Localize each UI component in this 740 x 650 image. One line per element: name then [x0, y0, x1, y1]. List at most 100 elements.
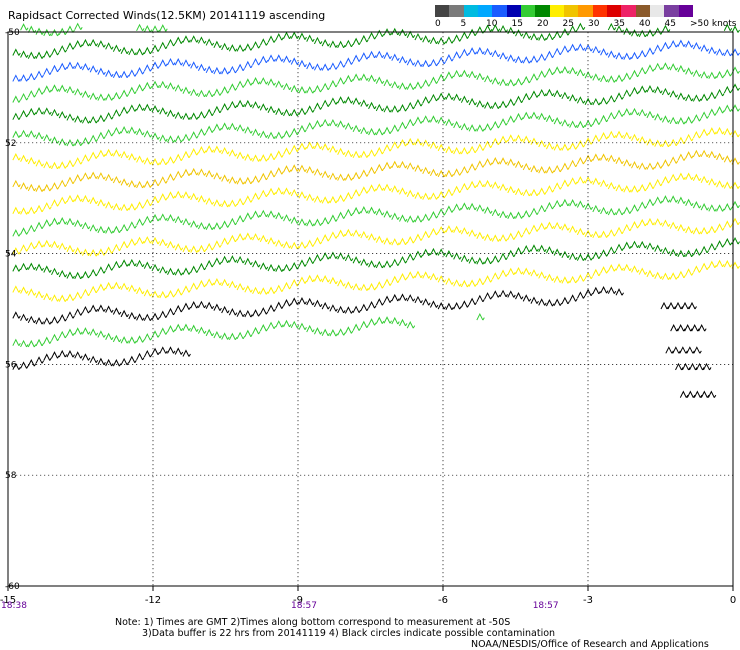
wind-barb [306, 141, 315, 149]
wind-barb [190, 88, 199, 96]
wind-barb [654, 44, 663, 52]
wind-barb [20, 129, 29, 138]
wind-barb [460, 95, 470, 103]
wind-barb [128, 180, 137, 188]
wind-barb [66, 138, 75, 147]
wind-barb [584, 97, 594, 106]
wind-barb [20, 286, 29, 294]
wind-barb [631, 69, 640, 78]
wind-barb [352, 188, 362, 197]
wind-barb [43, 67, 52, 75]
wind-barb [607, 111, 617, 120]
wind-barb [112, 260, 122, 269]
wind-barb [97, 149, 106, 157]
wind-barb [112, 358, 122, 367]
wind-barb [368, 32, 377, 40]
wind-barb [12, 74, 21, 82]
wind-barb [422, 115, 431, 123]
wind-barb [391, 185, 400, 193]
wind-barb [136, 201, 145, 209]
wind-barb [422, 139, 431, 147]
wind-barb [12, 130, 21, 138]
wind-barb [437, 208, 447, 216]
wind-barb [20, 50, 29, 58]
wind-barb [12, 338, 21, 346]
wind-barb [391, 316, 400, 325]
wind-barb [136, 155, 145, 163]
wind-barb [58, 84, 68, 92]
wind-barb [638, 136, 648, 144]
wind-barb [143, 288, 153, 297]
wind-barb [221, 220, 230, 228]
time-label: 18:57 [533, 601, 559, 611]
wind-barb [167, 82, 176, 90]
wind-barb [646, 217, 655, 226]
wind-barb [638, 267, 648, 275]
wind-barb [360, 150, 369, 158]
wind-barb [522, 209, 532, 218]
wind-barb [112, 109, 122, 117]
wind-barb [205, 89, 215, 98]
wind-barb [306, 122, 315, 130]
wind-barb [313, 63, 323, 71]
wind-barb [143, 333, 153, 341]
wind-barb [51, 217, 60, 225]
wind-barb [205, 197, 215, 205]
wind-barb [151, 132, 160, 140]
wind-barb [259, 77, 269, 85]
wind-barb [252, 326, 261, 335]
wind-barb [476, 124, 485, 132]
wind-barb [159, 59, 168, 67]
wind-barb [174, 153, 184, 162]
wind-barb [275, 186, 284, 195]
wind-barb [337, 147, 346, 156]
wind-barb [368, 184, 377, 192]
wind-barb [684, 324, 693, 332]
wind-barb [360, 99, 369, 107]
wind-barb [213, 199, 222, 207]
wind-barb [120, 89, 130, 97]
wind-barb [399, 214, 408, 222]
wind-barb [561, 198, 570, 207]
wind-barb [522, 135, 532, 143]
wind-barb [646, 269, 655, 278]
wind-barb [306, 274, 315, 283]
wind-barb [159, 193, 168, 201]
wind-barb [530, 296, 539, 304]
wind-barb [89, 196, 99, 204]
wind-barb [360, 186, 369, 194]
wind-barb [58, 349, 68, 358]
wind-barb [499, 210, 508, 218]
wind-barb [499, 100, 508, 108]
wind-barb [623, 108, 632, 116]
wind-barb [205, 169, 215, 178]
wind-barb [607, 229, 617, 237]
wind-barb [66, 293, 75, 301]
legend-swatch-16 [664, 5, 679, 17]
wind-barb [692, 41, 702, 50]
wind-barb [298, 276, 307, 284]
wind-barb [97, 40, 106, 48]
wind-barb [499, 78, 508, 86]
wind-barb [375, 29, 385, 37]
wind-barb [182, 133, 191, 141]
wind-barb [58, 242, 68, 250]
wind-barb [569, 225, 578, 233]
wind-barb [414, 164, 423, 172]
wind-barb [600, 249, 609, 257]
wind-barb [491, 272, 501, 280]
wind-barb [35, 240, 44, 248]
wind-barb [267, 286, 276, 294]
wind-barb [685, 93, 694, 102]
wind-barb [669, 248, 679, 257]
wind-barb [20, 92, 29, 101]
wind-barb [553, 199, 563, 208]
wind-barb [638, 66, 648, 75]
wind-barb [143, 130, 153, 138]
wind-barb [569, 120, 578, 128]
wind-barb [491, 234, 501, 242]
wind-barb [383, 237, 392, 245]
wind-barb [716, 240, 725, 248]
legend-swatch-15 [649, 5, 665, 17]
wind-barb [677, 172, 686, 180]
